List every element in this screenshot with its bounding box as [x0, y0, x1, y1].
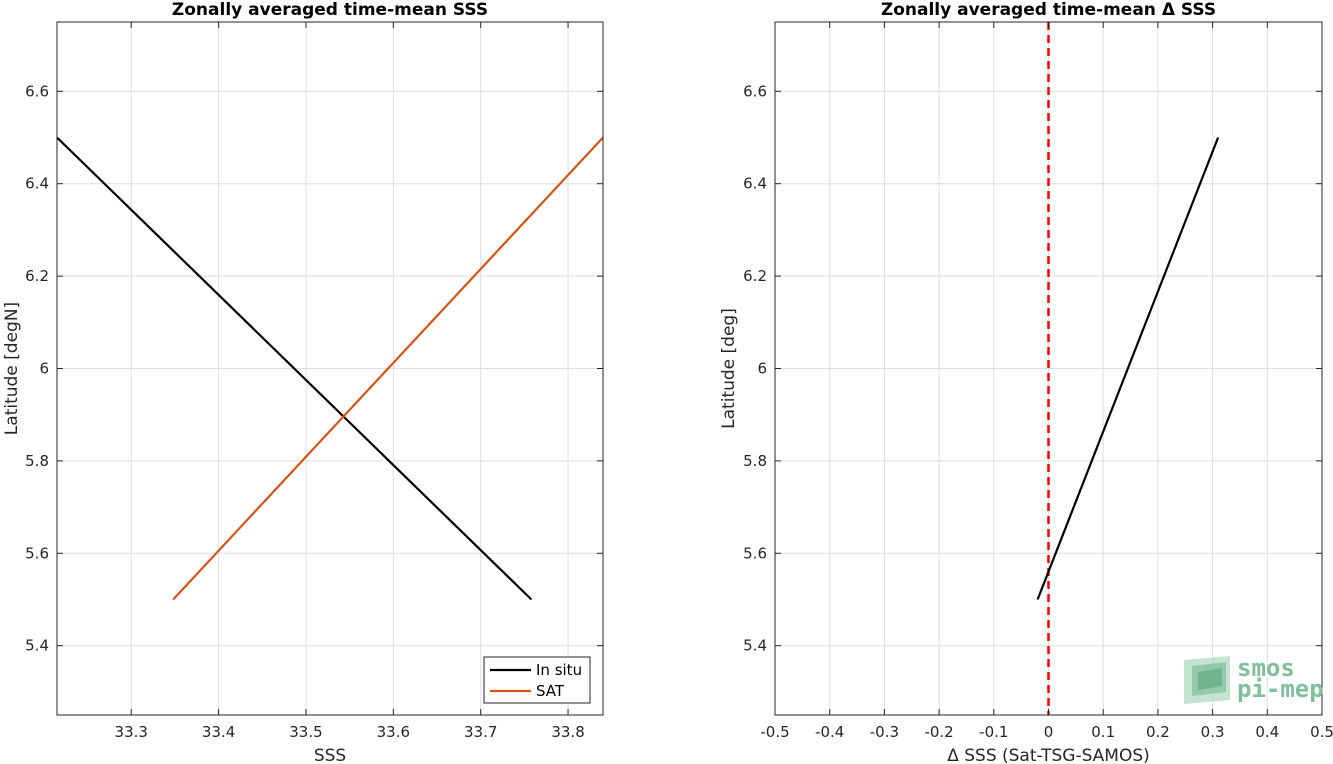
left-chart-panel: 33.3 33.4 33.5 33.6 33.7 33.8 5.4 5.6 5.8 6 6.2 6.4… — [2, 0, 604, 764]
y-tick-label: 6.6 — [743, 82, 767, 100]
legend-label: In situ — [536, 661, 582, 679]
y-axis-label: Latitude [degN] — [2, 302, 22, 435]
y-tick-label: 6.4 — [743, 175, 767, 193]
series-line-in-situ — [56, 136, 533, 601]
y-tick-label: 6 — [757, 360, 767, 378]
y-tick-label: 5.8 — [25, 452, 49, 470]
x-tick-label: 33.4 — [202, 723, 235, 741]
x-tick-label: 0.5 — [1310, 723, 1333, 741]
x-tick-label: 33.5 — [289, 723, 322, 741]
x-tick-label: -0.1 — [979, 723, 1008, 741]
smos-pi-mep-logo: smos pi-mep — [1184, 654, 1324, 704]
y-tick-label: 5.4 — [743, 637, 767, 655]
y-tick-label: 6.2 — [25, 267, 49, 285]
x-tick-label: 33.7 — [464, 723, 497, 741]
y-tick-label: 5.6 — [743, 544, 767, 562]
y-tick-label: 6.2 — [743, 267, 767, 285]
x-tick-label: -0.5 — [760, 723, 789, 741]
x-tick-label: 0.3 — [1201, 723, 1225, 741]
logo-text-pi-mep: pi-mep — [1237, 675, 1324, 703]
y-tick-label: 5.4 — [25, 637, 49, 655]
y-tick-label: 6.6 — [25, 82, 49, 100]
y-tick-label: 6.4 — [25, 175, 49, 193]
y-tick-label: 5.6 — [25, 544, 49, 562]
y-tick-label: 6 — [39, 360, 49, 378]
series-line-sat — [172, 136, 604, 601]
logo-text-smos: smos — [1237, 654, 1295, 682]
x-tick-label: -0.2 — [924, 723, 953, 741]
series-line-0 — [1036, 137, 1220, 600]
right-chart-panel: -0.5 -0.4 -0.3 -0.2 -0.1 0 0.1 0.2 0.3 0.4 0.5 5.4 5… — [719, 0, 1333, 764]
x-tick-label: -0.4 — [815, 723, 844, 741]
x-tick-label: 0.4 — [1255, 723, 1279, 741]
legend-label: SAT — [536, 682, 565, 700]
x-tick-label: 0.2 — [1146, 723, 1170, 741]
x-axis-label: Δ SSS (Sat-TSG-SAMOS) — [947, 746, 1150, 764]
legend: In situ SAT — [483, 656, 591, 704]
chart-title: Zonally averaged time-mean SSS — [172, 0, 488, 20]
x-tick-label: 0.1 — [1091, 723, 1115, 741]
x-tick-label: 33.8 — [551, 723, 584, 741]
y-axis-label: Latitude [deg] — [719, 308, 739, 429]
x-tick-label: 33.3 — [115, 723, 148, 741]
x-axis-label: SSS — [314, 746, 346, 764]
x-tick-label: 33.6 — [377, 723, 410, 741]
x-tick-label: 0 — [1044, 723, 1054, 741]
y-tick-label: 5.8 — [743, 452, 767, 470]
x-tick-label: -0.3 — [870, 723, 899, 741]
legend-box — [483, 656, 591, 704]
chart-title: Zonally averaged time-mean Δ SSS — [881, 0, 1216, 20]
